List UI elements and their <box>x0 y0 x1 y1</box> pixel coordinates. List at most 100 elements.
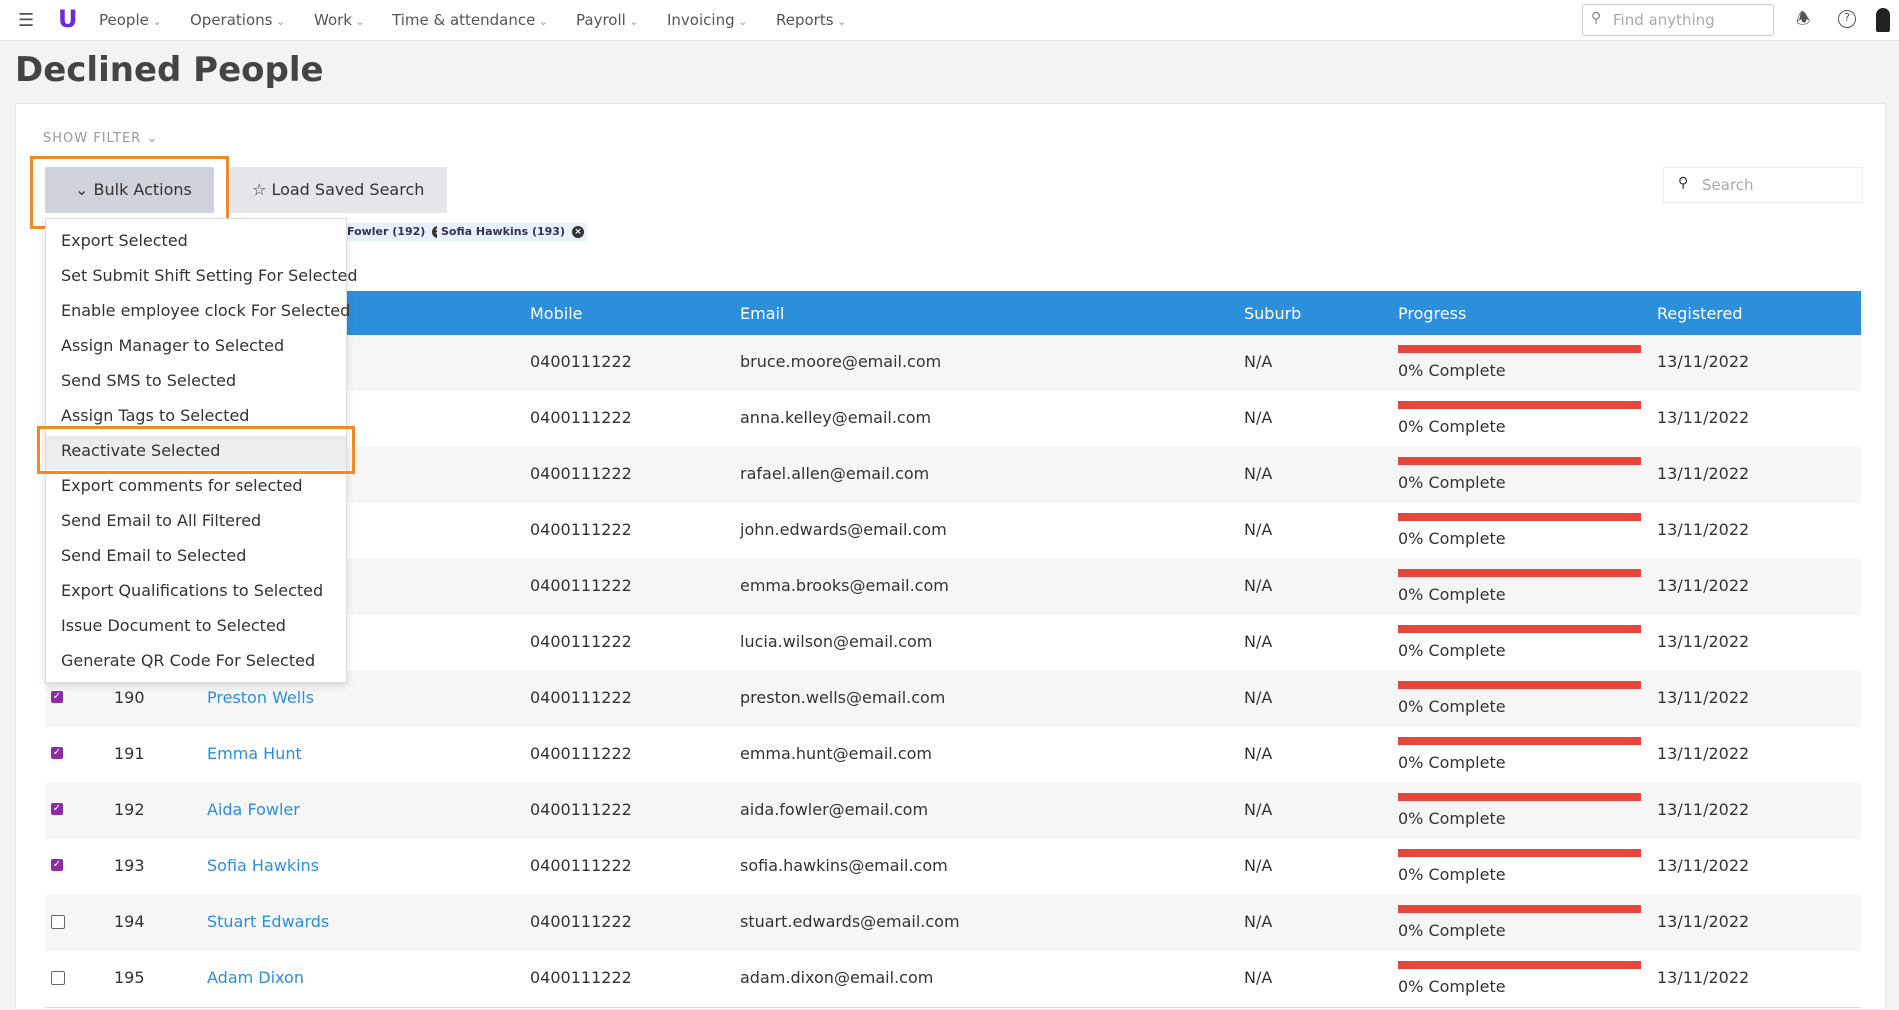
nav-item[interactable]: Invoicing <box>667 11 747 29</box>
row-email: john.edwards@email.com <box>740 520 947 539</box>
column-header: Progress <box>1398 304 1467 323</box>
row-registered: 13/11/2022 <box>1657 520 1750 539</box>
row-registered: 13/11/2022 <box>1657 688 1750 707</box>
menu-item[interactable]: Assign Manager to Selected <box>61 336 285 355</box>
table-row: ✓ 192 Aida Fowler 0400111222 aida.fowler@ema… <box>45 783 1861 840</box>
table-search[interactable]: ⚲ Search <box>1663 167 1863 203</box>
row-checkbox[interactable]: ✓ <box>51 859 63 871</box>
menu-item[interactable]: Reactivate Selected <box>61 441 221 460</box>
table-row: ✓ 190 Preston Wells 0400111222 preston.wells… <box>45 671 1861 728</box>
row-id: 191 <box>114 744 145 763</box>
row-suburb: N/A <box>1244 632 1273 651</box>
row-suburb: N/A <box>1244 408 1273 427</box>
row-suburb: N/A <box>1244 576 1273 595</box>
nav-item[interactable]: Payroll <box>576 11 639 29</box>
bulk-actions-button[interactable]: ⌄ Bulk Actions <box>45 167 214 213</box>
menu-item[interactable]: Send Email to Selected <box>61 546 247 565</box>
row-suburb: N/A <box>1244 744 1273 763</box>
progress-bar <box>1398 513 1641 521</box>
help-icon[interactable]: ? <box>1838 10 1856 28</box>
row-email: emma.brooks@email.com <box>740 576 949 595</box>
row-name[interactable]: Adam Dixon <box>207 968 304 987</box>
menu-item[interactable]: Set Submit Shift Setting For Selected <box>61 266 358 285</box>
row-suburb: N/A <box>1244 856 1273 875</box>
logo[interactable]: U <box>58 5 78 33</box>
column-header: Registered <box>1657 304 1743 323</box>
row-mobile: 0400111222 <box>530 688 632 707</box>
table-row: 0400111222 john.edwards@email.com N/A 0% Co… <box>45 503 1861 560</box>
row-registered: 13/11/2022 <box>1657 800 1750 819</box>
row-registered: 13/11/2022 <box>1657 968 1750 987</box>
progress-text: 0% Complete <box>1398 865 1506 884</box>
user-icon[interactable] <box>1876 8 1890 32</box>
menu-icon[interactable]: ☰ <box>18 10 35 31</box>
progress-text: 0% Complete <box>1398 361 1506 380</box>
row-id: 193 <box>114 856 145 875</box>
row-name[interactable]: Aida Fowler <box>207 800 300 819</box>
progress-bar <box>1398 681 1641 689</box>
menu-item[interactable]: Export Qualifications to Selected <box>61 581 324 600</box>
column-header: Mobile <box>530 304 583 323</box>
row-suburb: N/A <box>1244 464 1273 483</box>
page-title: Declined People <box>15 50 324 90</box>
row-email: anna.kelley@email.com <box>740 408 932 427</box>
row-checkbox[interactable]: ✓ <box>51 747 63 759</box>
bell-icon[interactable]: 🕭 <box>1796 9 1811 28</box>
column-header: Email <box>740 304 785 323</box>
search-placeholder: Find anything <box>1613 11 1715 29</box>
row-email: aida.fowler@email.com <box>740 800 929 819</box>
table-row: 195 Adam Dixon 0400111222 adam.dixon@email.… <box>45 951 1861 1008</box>
show-filter-label: SHOW FILTER <box>43 131 142 146</box>
progress-bar <box>1398 793 1641 801</box>
global-search[interactable]: ⚲ Find anything <box>1582 4 1774 36</box>
table-row: 0400111222 anna.kelley@email.com N/A 0% Com… <box>45 391 1861 448</box>
menu-item[interactable]: Send SMS to Selected <box>61 371 237 390</box>
row-name[interactable]: Stuart Edwards <box>207 912 330 931</box>
menu-item[interactable]: Send Email to All Filtered <box>61 511 262 530</box>
row-mobile: 0400111222 <box>530 968 632 987</box>
row-email: rafael.allen@email.com <box>740 464 930 483</box>
nav-item[interactable]: Reports <box>776 11 846 29</box>
row-registered: 13/11/2022 <box>1657 744 1750 763</box>
menu-item[interactable]: Generate QR Code For Selected <box>61 651 316 670</box>
row-email: adam.dixon@email.com <box>740 968 934 987</box>
row-checkbox[interactable]: ✓ <box>51 803 63 815</box>
row-registered: 13/11/2022 <box>1657 464 1750 483</box>
progress-text: 0% Complete <box>1398 417 1506 436</box>
row-name[interactable]: Emma Hunt <box>207 744 302 763</box>
nav-item[interactable]: Time & attendance <box>392 11 548 29</box>
row-id: 194 <box>114 912 145 931</box>
row-registered: 13/11/2022 <box>1657 576 1750 595</box>
chip-remove[interactable]: × <box>572 226 584 238</box>
row-checkbox[interactable] <box>51 971 65 985</box>
row-name[interactable]: Preston Wells <box>207 688 315 707</box>
nav-item[interactable]: Operations <box>190 11 285 29</box>
row-checkbox[interactable] <box>51 915 65 929</box>
menu-item[interactable]: Export Selected <box>61 231 188 250</box>
row-checkbox[interactable]: ✓ <box>51 691 63 703</box>
row-registered: 13/11/2022 <box>1657 632 1750 651</box>
nav-item[interactable]: Work <box>314 11 365 29</box>
progress-bar <box>1398 401 1641 409</box>
progress-text: 0% Complete <box>1398 529 1506 548</box>
row-email: sofia.hawkins@email.com <box>740 856 948 875</box>
show-filter[interactable]: SHOW FILTER ⌄ <box>43 131 159 146</box>
row-mobile: 0400111222 <box>530 520 632 539</box>
menu-item[interactable]: Export comments for selected <box>61 476 303 495</box>
row-mobile: 0400111222 <box>530 352 632 371</box>
row-registered: 13/11/2022 <box>1657 408 1750 427</box>
column-header: Suburb <box>1244 304 1302 323</box>
load-saved-search-button[interactable]: ☆ Load Saved Search <box>230 167 447 213</box>
row-suburb: N/A <box>1244 968 1273 987</box>
progress-text: 0% Complete <box>1398 585 1506 604</box>
menu-item[interactable]: Assign Tags to Selected <box>61 406 250 425</box>
row-registered: 13/11/2022 <box>1657 352 1750 371</box>
menu-item[interactable]: Enable employee clock For Selected <box>61 301 351 320</box>
nav-item[interactable]: People <box>99 11 162 29</box>
menu-item[interactable]: Issue Document to Selected <box>61 616 286 635</box>
progress-bar <box>1398 569 1641 577</box>
row-suburb: N/A <box>1244 352 1273 371</box>
table-row: 0400111222 lucia.wilson@email.com N/A 0% Co… <box>45 615 1861 672</box>
row-name[interactable]: Sofia Hawkins <box>207 856 320 875</box>
